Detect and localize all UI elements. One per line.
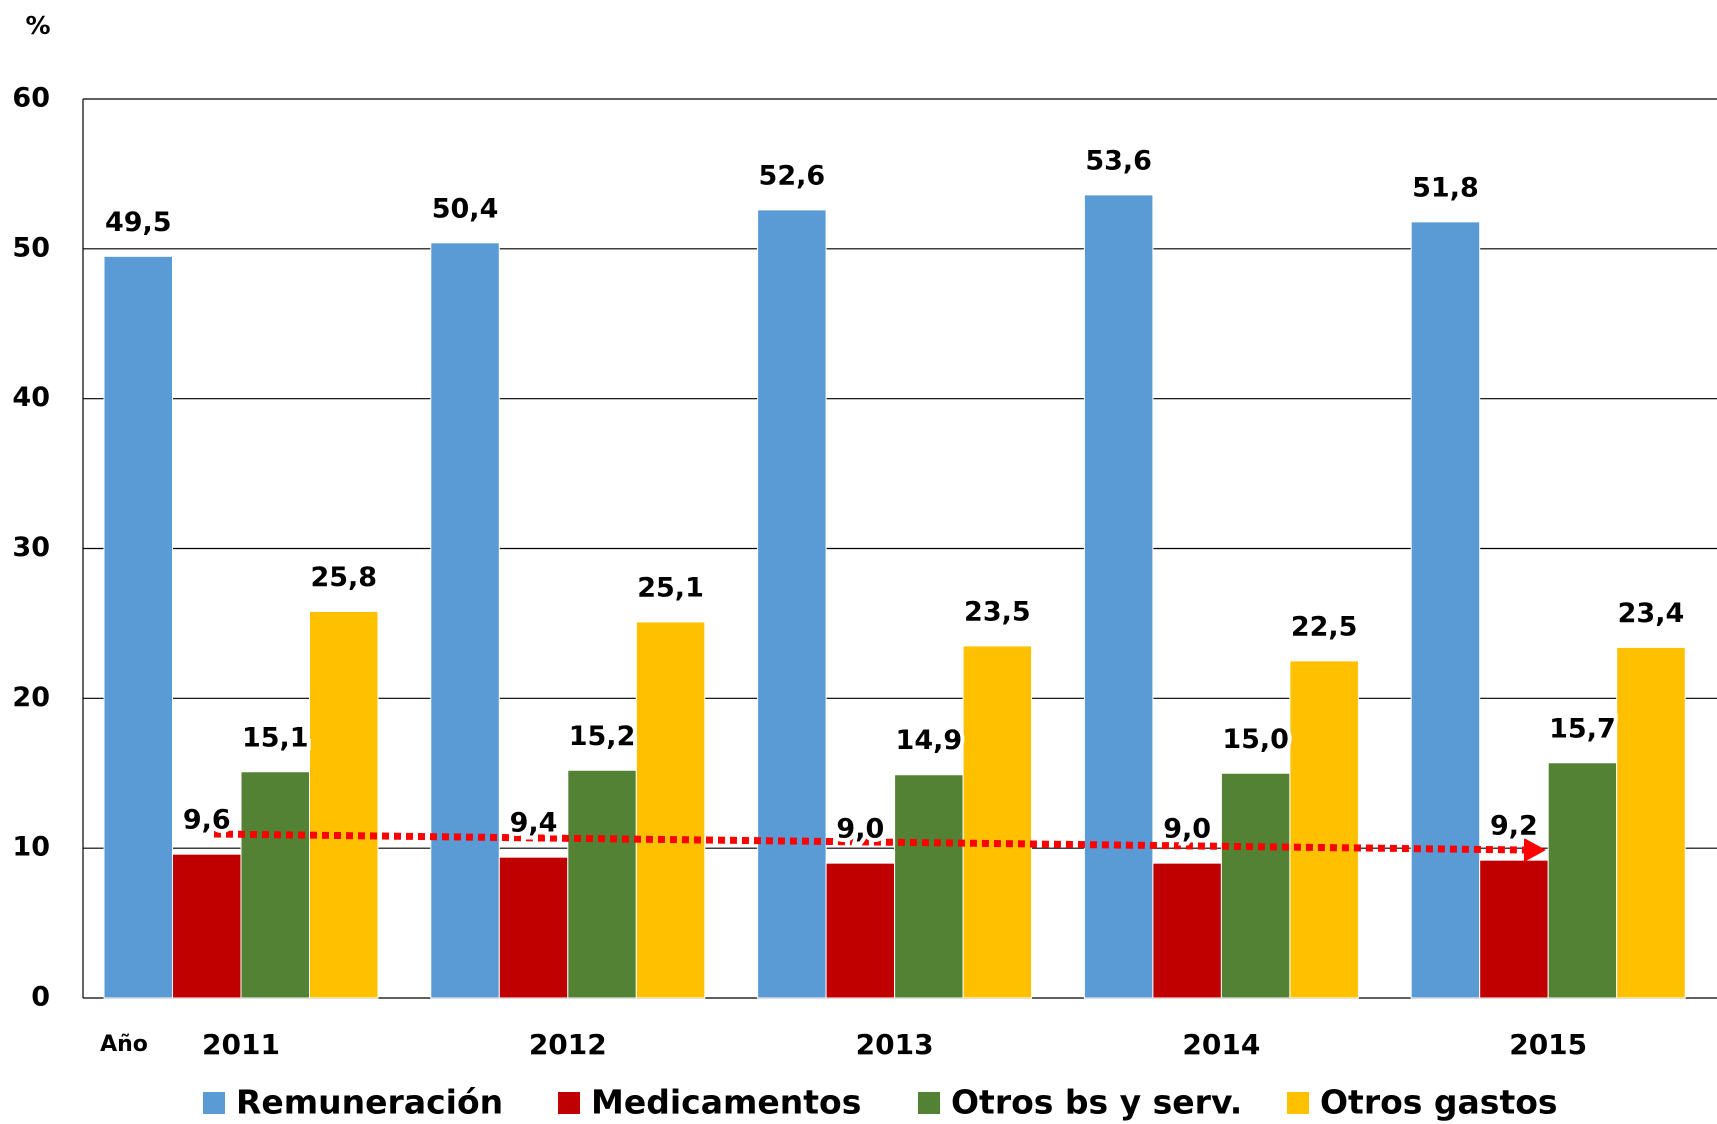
bar <box>240 771 310 999</box>
bar <box>567 769 637 999</box>
legend-label: Medicamentos <box>591 1083 861 1122</box>
data-label: 23,4 <box>1618 598 1685 629</box>
data-label: 15,7 <box>1549 713 1616 744</box>
data-label: 50,4 <box>432 193 499 224</box>
trend-arrow <box>213 830 1526 854</box>
labels: 2011 49,5 9,6 15,1 25,8 2012 50,4 9,4 15,2 25,1 20… <box>101 141 1688 1122</box>
data-label: 53,6 <box>1085 145 1152 176</box>
y-tick-label: 40 <box>12 382 50 413</box>
bar <box>1220 772 1291 999</box>
data-label: 14,9 <box>896 725 963 756</box>
data-label: 9,0 <box>836 814 884 845</box>
x-tick-label: 2015 <box>1509 1028 1587 1061</box>
data-label: 23,5 <box>964 596 1031 627</box>
legend-label: Remuneración <box>236 1083 503 1122</box>
legend-swatch <box>918 1092 940 1114</box>
bar <box>1616 646 1686 999</box>
bar <box>103 255 173 999</box>
bar <box>498 856 569 999</box>
bar <box>825 862 896 999</box>
bar <box>1083 194 1154 999</box>
data-label: 9,4 <box>510 808 558 839</box>
data-label: 15,2 <box>569 721 636 752</box>
bar <box>1547 762 1618 999</box>
bar <box>962 645 1033 999</box>
legend-swatch <box>1287 1092 1309 1114</box>
y-tick-label: 10 <box>12 832 50 863</box>
data-label: 9,0 <box>1163 814 1211 845</box>
y-tick-label: 60 <box>12 83 50 114</box>
bar <box>1152 862 1222 999</box>
y-tick-label: 50 <box>12 232 50 263</box>
bars <box>103 194 1686 999</box>
data-label: 51,8 <box>1412 172 1479 203</box>
data-label: 25,1 <box>637 572 704 603</box>
bar <box>757 209 827 999</box>
data-label: 9,6 <box>183 805 231 836</box>
x-tick-label: 2013 <box>856 1028 934 1061</box>
data-label: 15,1 <box>242 722 309 753</box>
x-tick-label: 2011 <box>202 1028 280 1061</box>
bar <box>172 853 242 999</box>
legend-label: Otros gastos <box>1320 1083 1558 1122</box>
y-axis-label: % <box>25 11 50 40</box>
y-tick-label: 0 <box>31 982 50 1013</box>
bar <box>1479 859 1549 999</box>
bar <box>894 774 964 999</box>
bar <box>635 621 706 999</box>
bar <box>1289 660 1359 999</box>
bar <box>1410 221 1481 999</box>
legend-swatch <box>203 1092 225 1114</box>
legend-swatch <box>558 1092 580 1114</box>
grid: 0 10 20 30 40 50 60 <box>12 83 1717 1013</box>
trend-arrow-head <box>1524 838 1546 862</box>
data-label: 52,6 <box>759 160 826 191</box>
data-label: 49,5 <box>105 207 172 238</box>
y-tick-label: 20 <box>12 682 50 713</box>
data-label: 22,5 <box>1291 611 1358 642</box>
x-axis-label: Año <box>100 1032 148 1057</box>
data-label: 9,2 <box>1490 811 1538 842</box>
data-label: 15,0 <box>1222 724 1289 755</box>
x-tick-label: 2012 <box>529 1028 607 1061</box>
y-tick-label: 30 <box>12 532 50 563</box>
bar <box>430 242 500 999</box>
legend-label: Otros bs y serv. <box>951 1083 1242 1122</box>
x-tick-label: 2014 <box>1182 1028 1260 1061</box>
bar <box>309 610 379 999</box>
data-label: 25,8 <box>310 562 377 593</box>
